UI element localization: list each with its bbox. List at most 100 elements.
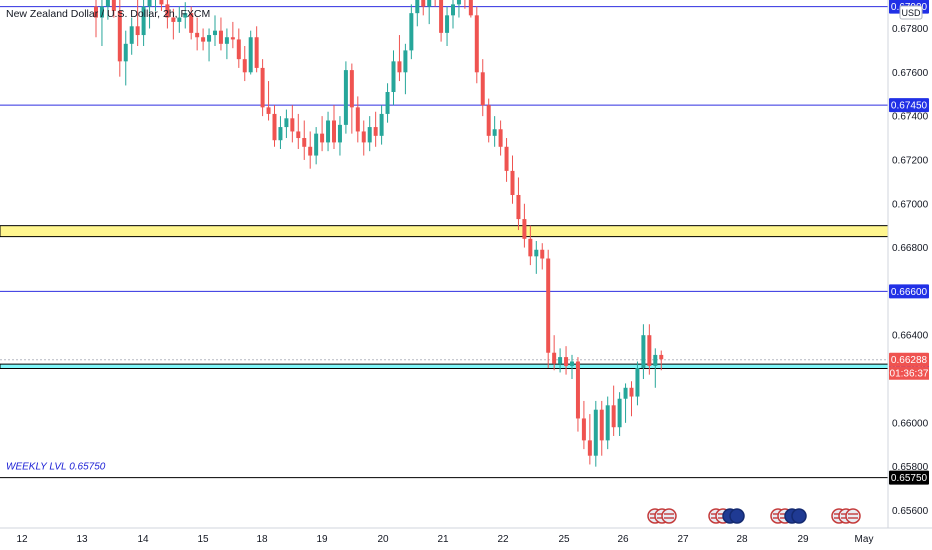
time-tick-label: 13 <box>76 534 88 545</box>
candle-body <box>141 6 146 36</box>
candle-body <box>599 409 604 441</box>
weekly-level-annotation: WEEKLY LVL 0.65750 <box>6 462 106 473</box>
candle-body <box>296 131 301 139</box>
candle-body <box>320 133 325 143</box>
candle-body <box>361 131 366 143</box>
level-tag-0.67450[interactable] <box>889 98 929 113</box>
current-price-tag-text: 0.66288 <box>891 355 928 366</box>
candle-body <box>504 146 509 171</box>
candle-body <box>587 440 592 456</box>
candle-body <box>391 61 396 93</box>
time-tick-label: 29 <box>797 534 809 545</box>
candle-body <box>230 37 235 40</box>
candle-body <box>171 17 176 22</box>
candle-body <box>272 113 277 141</box>
candle-body <box>445 15 450 33</box>
candle-body <box>581 418 586 441</box>
candle-body <box>302 138 307 147</box>
candle-body <box>623 387 628 399</box>
level-tag-0.65750[interactable] <box>889 470 929 485</box>
economic-event-icon[interactable] <box>791 508 807 524</box>
candle-body <box>492 129 497 136</box>
candle-body <box>207 35 212 42</box>
yellow-zone[interactable] <box>0 225 889 238</box>
economic-event-icon[interactable] <box>845 508 861 524</box>
candle-body <box>605 405 610 441</box>
candle-body <box>409 13 414 51</box>
plot-area[interactable] <box>0 0 888 528</box>
candle-body <box>159 0 164 5</box>
level-tag-0.65750-text: 0.65750 <box>891 473 928 484</box>
time-tick-label: 28 <box>736 534 748 545</box>
candle-body <box>99 6 104 18</box>
candle-body <box>540 249 545 259</box>
candle-body <box>343 70 348 125</box>
candle-body <box>451 4 455 16</box>
candle-body <box>177 17 182 22</box>
candle-body <box>516 194 521 220</box>
price-tick-label: 0.65800 <box>892 462 929 473</box>
candle-body <box>570 361 574 366</box>
candle-body <box>135 26 140 36</box>
candle-body <box>284 118 289 128</box>
candle-body <box>213 30 217 36</box>
candle-body <box>314 133 319 156</box>
price-tick-label: 0.66400 <box>892 331 929 342</box>
economic-event-icon[interactable] <box>661 508 677 524</box>
candle-body <box>468 0 473 16</box>
candle-body <box>403 50 408 73</box>
candle-body <box>337 124 342 143</box>
candle-body <box>147 0 152 7</box>
current-price-tag[interactable] <box>889 352 929 367</box>
candle-body <box>94 6 98 18</box>
candle-body <box>326 120 331 143</box>
candle-body <box>546 258 551 353</box>
candle-body <box>183 13 188 18</box>
candle-body <box>421 0 426 7</box>
time-tick-label: 26 <box>617 534 629 545</box>
candle-body <box>278 127 283 141</box>
time-tick-label: 14 <box>137 534 149 545</box>
candle-body <box>415 0 420 14</box>
candle-body <box>498 129 503 147</box>
candle-body <box>558 357 563 364</box>
candle-body <box>641 335 646 369</box>
candle-body <box>510 170 515 195</box>
price-tick-label: 0.66000 <box>892 418 929 429</box>
economic-event-icon[interactable] <box>729 508 745 524</box>
candle-body <box>332 120 336 143</box>
candle-body <box>260 67 265 108</box>
candle-body <box>165 4 170 18</box>
candle-body <box>349 70 354 108</box>
time-tick-label: 27 <box>677 534 689 545</box>
candle-body <box>129 26 134 44</box>
candle-body <box>248 37 253 73</box>
candle-body <box>123 43 128 62</box>
time-tick-label: 25 <box>558 534 570 545</box>
candle-body <box>575 361 580 419</box>
time-tick-label: 12 <box>16 534 28 545</box>
candle-body <box>254 37 259 68</box>
level-tag-0.67450-text: 0.67450 <box>891 101 928 112</box>
candle-body <box>218 30 223 44</box>
time-tick-label: 18 <box>256 534 268 545</box>
candle-body <box>611 405 616 428</box>
candle-body <box>397 61 402 73</box>
candle-body <box>189 13 194 33</box>
cyan-zone[interactable] <box>0 363 889 370</box>
price-tick-label: 0.67400 <box>892 112 929 123</box>
level-tag-0.66600[interactable] <box>889 284 929 299</box>
time-tick-label: 19 <box>316 534 328 545</box>
candle-body <box>367 127 372 143</box>
current-price-tag-countdown: 01:36:37 <box>890 369 929 380</box>
candle-body <box>480 72 485 106</box>
price-tick-label: 0.67600 <box>892 68 929 79</box>
currency-badge[interactable] <box>899 5 923 20</box>
price-tick-label: 0.67000 <box>892 199 929 210</box>
candle-body <box>617 398 622 428</box>
candle-body <box>290 118 295 132</box>
price-tick-label: 0.67200 <box>892 155 929 166</box>
candle-body <box>236 39 241 60</box>
candle-body <box>647 335 652 366</box>
